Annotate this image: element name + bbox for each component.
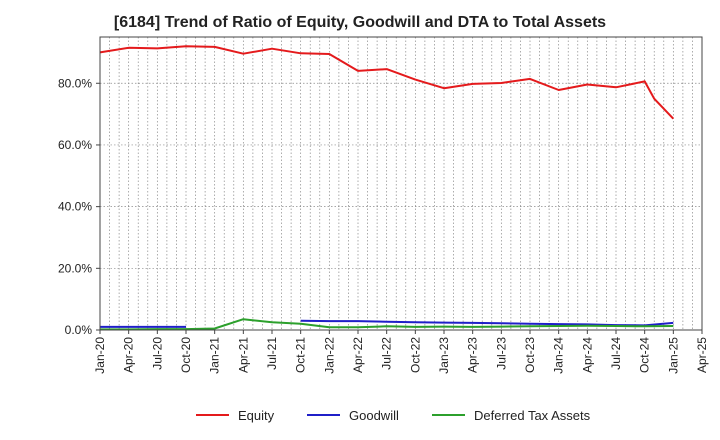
- x-tick-label: Jul-21: [265, 337, 279, 370]
- x-tick-label: Oct-22: [408, 337, 422, 373]
- x-tick-label: Apr-20: [122, 337, 136, 373]
- plot-frame: [99, 36, 703, 331]
- legend-label-equity: Equity: [238, 408, 275, 423]
- x-tick-label: Jul-24: [609, 337, 623, 370]
- grid-layer: [99, 37, 703, 330]
- y-tick-label: 40.0%: [58, 200, 92, 214]
- x-tick-label: Jan-21: [208, 337, 222, 374]
- x-tick-label: Oct-21: [294, 337, 308, 373]
- x-tick-label: Oct-23: [523, 337, 537, 373]
- y-tick-label: 60.0%: [58, 138, 92, 152]
- y-tick-label: 20.0%: [58, 261, 92, 275]
- series-line-goodwill: [300, 319, 674, 327]
- x-tick-label: Oct-20: [179, 337, 193, 373]
- x-tick-label: Jul-22: [380, 337, 394, 370]
- x-tick-label: Jan-25: [666, 337, 680, 374]
- x-tick-label: Apr-22: [351, 337, 365, 373]
- legend-layer: Equity Goodwill Deferred Tax Assets: [196, 408, 591, 423]
- series-layer: [99, 45, 675, 331]
- chart-title: [6184] Trend of Ratio of Equity, Goodwil…: [113, 14, 607, 31]
- x-tick-label: Jul-20: [150, 337, 164, 370]
- x-tick-label: Apr-25: [695, 337, 709, 373]
- x-tick-label: Oct-24: [638, 337, 652, 373]
- y-tick-label: 80.0%: [58, 76, 92, 90]
- y-tick-label: 0.0%: [65, 323, 93, 337]
- x-tick-label: Jan-24: [552, 337, 566, 374]
- series-line-deferred-tax-assets: [100, 318, 674, 331]
- series-line-equity: [99, 45, 675, 120]
- legend-label-goodwill: Goodwill: [349, 408, 399, 423]
- axis-layer: 0.0% 20.0% 40.0% 60.0% 80.0% Jan-20 Apr-20 Jul-…: [58, 36, 709, 374]
- x-tick-label: Jul-23: [494, 337, 508, 370]
- x-tick-label: Apr-23: [466, 337, 480, 373]
- x-tick-label: Apr-24: [580, 337, 594, 373]
- x-tick-label: Jan-23: [437, 337, 451, 374]
- x-tick-label: Apr-21: [236, 337, 250, 373]
- legend-label-deferred-tax-assets: Deferred Tax Assets: [474, 408, 591, 423]
- x-tick-label: Jan-20: [93, 337, 107, 374]
- x-tick-label: Jan-22: [322, 337, 336, 374]
